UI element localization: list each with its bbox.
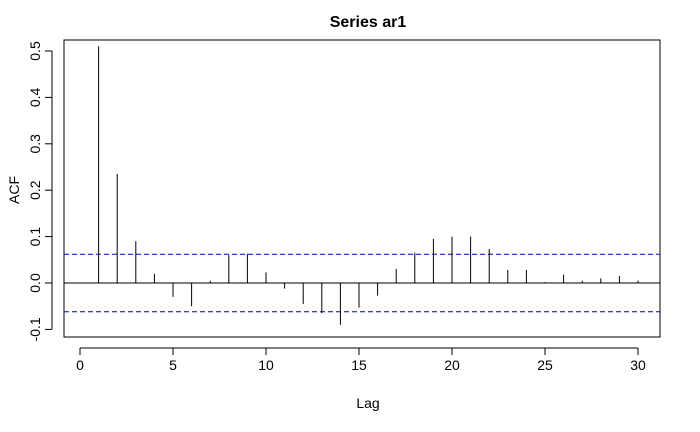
x-tick-label: 30 (630, 357, 646, 373)
y-tick-label: 0.0 (27, 273, 43, 293)
x-axis: 0 5 10 15 20 25 30 (76, 347, 646, 373)
x-tick-label: 20 (444, 357, 460, 373)
y-tick-label: 0.1 (27, 227, 43, 247)
x-tick-label: 5 (169, 357, 177, 373)
plot-frame (63, 39, 661, 338)
y-tick-label: 0.4 (27, 87, 43, 107)
acf-marks (64, 46, 660, 325)
y-tick-label: 0.2 (27, 180, 43, 200)
x-tick-label: 10 (258, 357, 274, 373)
y-tick-label: 0.5 (27, 41, 43, 61)
x-tick-label: 15 (351, 357, 367, 373)
x-tick-label: 25 (537, 357, 553, 373)
y-tick-label: 0.3 (27, 134, 43, 154)
y-tick-label: -0.1 (27, 317, 43, 341)
x-tick-label: 0 (76, 357, 84, 373)
x-axis-label: Lag (356, 395, 379, 411)
y-axis-label: ACF (6, 176, 22, 204)
chart-title: Series ar1 (330, 14, 407, 31)
y-axis: -0.1 0.0 0.1 0.2 0.3 0.4 0.5 (27, 41, 53, 341)
